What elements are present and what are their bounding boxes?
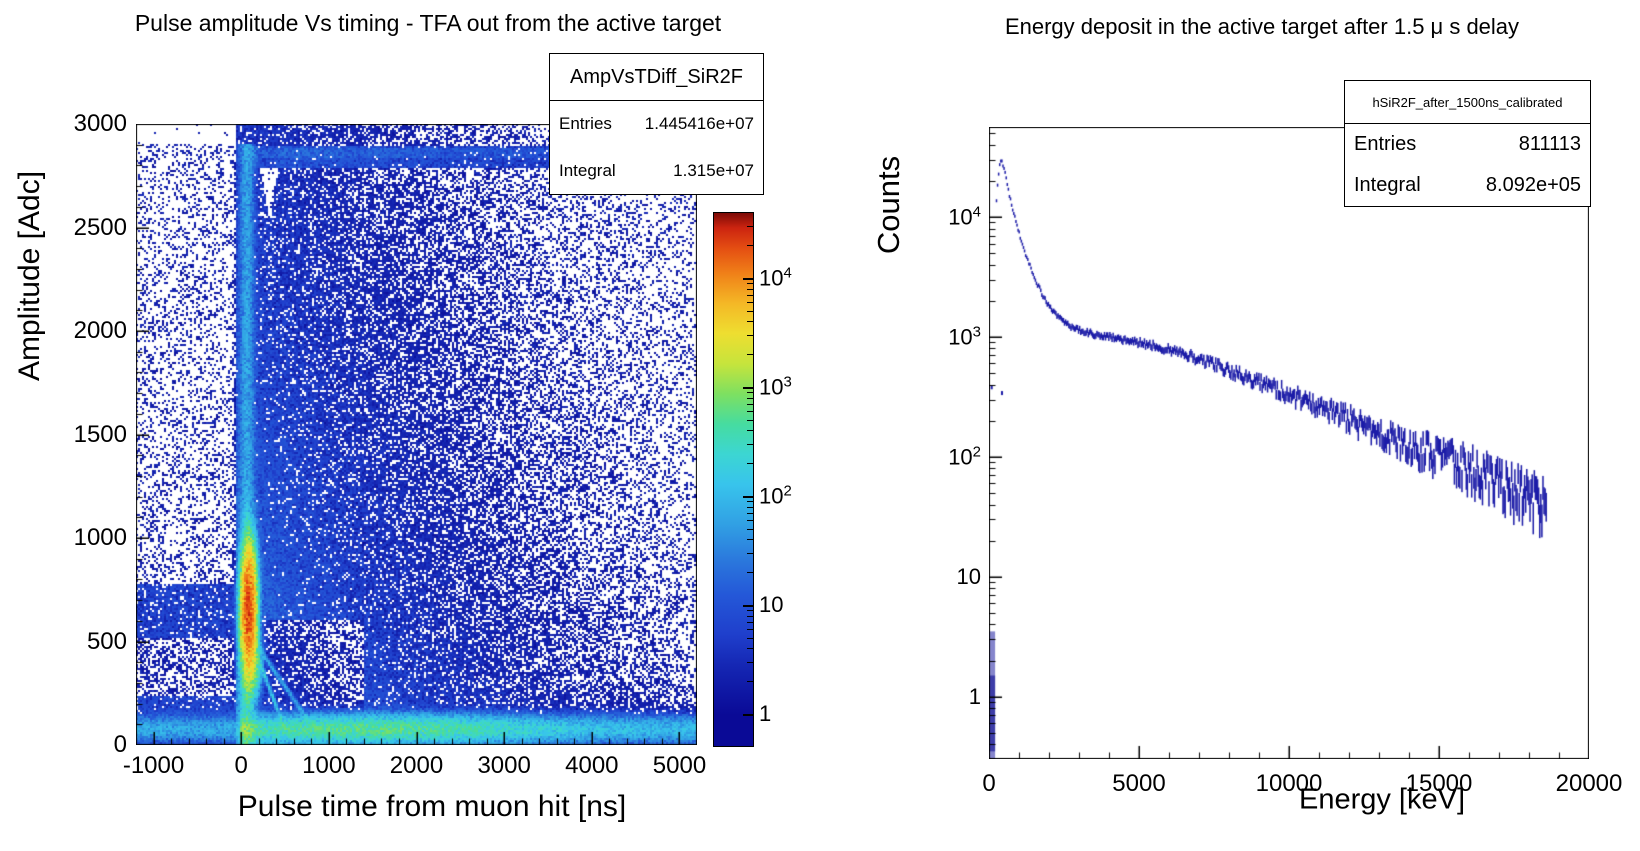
- left-x-tick-label: 0: [234, 752, 248, 779]
- colorbar-tick: [743, 605, 753, 607]
- colorbar-minor-tick: [747, 430, 753, 432]
- right-y-tick-label: 1: [968, 683, 981, 709]
- left-y-tick-label: 1500: [73, 420, 127, 448]
- colorbar-minor-tick: [747, 629, 753, 631]
- stats-box-right: hSiR2F_after_1500ns_calibrated Entries 8…: [1344, 80, 1591, 207]
- stats-box-right-title: hSiR2F_after_1500ns_calibrated: [1345, 81, 1590, 124]
- left-y-tick-label: 2000: [73, 317, 127, 344]
- colorbar-tick-label: 103: [759, 373, 792, 400]
- right-plot-title: Energy deposit in the active target afte…: [1004, 14, 1520, 39]
- left-y-axis-title: Amplitude [Adc]: [13, 170, 46, 382]
- colorbar-minor-tick: [747, 403, 753, 405]
- colorbar-minor-tick: [747, 539, 753, 541]
- right-y-axis-title: Counts: [871, 155, 906, 255]
- stats-left-entries-row: Entries 1.445416e+07: [550, 114, 763, 134]
- colorbar-minor-tick: [747, 528, 753, 530]
- colorbar-minor-tick: [747, 225, 753, 227]
- colorbar-tick: [743, 714, 753, 716]
- colorbar-minor-tick: [747, 500, 753, 502]
- colorbar-minor-tick: [747, 321, 753, 323]
- integral-value: 8.092e+05: [1485, 174, 1581, 196]
- colorbar: [713, 212, 754, 747]
- integral-label: Integral: [559, 160, 616, 180]
- left-y-tick-label: 1000: [73, 524, 127, 551]
- left-x-axis-title: Pulse time from muon hit [ns]: [237, 790, 627, 823]
- stats-box-left: AmpVsTDiff_SiR2F Entries 1.445416e+07 In…: [549, 53, 764, 195]
- stats-right-entries-row: Entries 811113: [1345, 133, 1590, 156]
- entries-value: 811113: [1518, 133, 1581, 155]
- left-y-tick-label: 0: [113, 731, 127, 758]
- left-x-tick-label: 1000: [302, 752, 356, 779]
- colorbar-minor-tick: [747, 288, 753, 290]
- colorbar-minor-tick: [747, 294, 753, 296]
- left-x-tick-label: 3000: [477, 752, 531, 779]
- colorbar-minor-tick: [747, 302, 753, 304]
- left-x-tick-label: 2000: [389, 752, 444, 779]
- colorbar-minor-tick: [747, 463, 753, 465]
- colorbar-minor-tick: [747, 419, 753, 421]
- colorbar-minor-tick: [747, 212, 753, 214]
- colorbar-minor-tick: [747, 506, 753, 508]
- integral-label: Integral: [1354, 174, 1421, 196]
- colorbar-minor-tick: [747, 661, 753, 663]
- colorbar-minor-tick: [747, 520, 753, 522]
- colorbar-minor-tick: [747, 512, 753, 514]
- entries-label: Entries: [559, 114, 612, 134]
- stats-left-integral-row: Integral 1.315e+07: [550, 161, 763, 181]
- entries-label: Entries: [1354, 133, 1417, 155]
- right-y-tick-label: 103: [948, 323, 981, 350]
- left-x-tick-label: 4000: [565, 752, 619, 779]
- colorbar-minor-tick: [747, 245, 753, 247]
- left-y-tick-label: 2500: [73, 213, 127, 241]
- colorbar-minor-tick: [747, 411, 753, 413]
- right-x-axis-title: Energy [keV]: [1298, 783, 1466, 816]
- left-y-tick-label: 3000: [73, 110, 127, 137]
- heatmap-canvas: [136, 124, 697, 745]
- colorbar-tick-label: 102: [759, 482, 792, 509]
- left-y-tick-label: 500: [86, 627, 127, 655]
- right-x-tick-label: 20000: [1555, 770, 1623, 797]
- colorbar-minor-tick: [747, 609, 753, 611]
- left-plot-title: Pulse amplitude Vs timing - TFA out from…: [134, 10, 722, 36]
- colorbar-tick: [743, 387, 753, 389]
- right-x-tick-label: 10000: [1255, 770, 1323, 797]
- colorbar-tick: [743, 496, 753, 498]
- right-x-tick-label: 5000: [1112, 770, 1166, 797]
- colorbar-minor-tick: [747, 637, 753, 639]
- left-x-tick-label: -1000: [122, 752, 185, 779]
- right-x-tick-label: 0: [982, 770, 996, 797]
- right-y-tick-label: 102: [948, 443, 981, 470]
- colorbar-minor-tick: [747, 648, 753, 650]
- entries-value: 1.445416e+07: [644, 114, 754, 134]
- stats-box-left-title: AmpVsTDiff_SiR2F: [550, 54, 763, 101]
- colorbar-minor-tick: [747, 681, 753, 683]
- stats-right-integral-row: Integral 8.092e+05: [1345, 174, 1590, 197]
- colorbar-minor-tick: [747, 615, 753, 617]
- left-x-tick-label: 5000: [652, 752, 707, 779]
- colorbar-minor-tick: [747, 282, 753, 284]
- colorbar-tick-label: 1: [759, 701, 772, 726]
- colorbar-minor-tick: [747, 310, 753, 312]
- right-y-tick-label: 10: [956, 563, 981, 589]
- colorbar-minor-tick: [747, 443, 753, 445]
- colorbar-tick-label: 10: [759, 592, 784, 617]
- integral-value: 1.315e+07: [673, 160, 754, 180]
- colorbar-minor-tick: [747, 621, 753, 623]
- colorbar-minor-tick: [747, 334, 753, 336]
- colorbar-minor-tick: [747, 397, 753, 399]
- right-x-tick-label: 15000: [1405, 770, 1473, 797]
- colorbar-minor-tick: [747, 572, 753, 574]
- right-y-tick-label: 104: [948, 203, 981, 230]
- colorbar-tick: [743, 278, 753, 280]
- colorbar-minor-tick: [747, 391, 753, 393]
- colorbar-tick-label: 104: [759, 264, 792, 291]
- histogram-canvas: [989, 127, 1589, 759]
- colorbar-minor-tick: [747, 354, 753, 356]
- colorbar-minor-tick: [747, 552, 753, 554]
